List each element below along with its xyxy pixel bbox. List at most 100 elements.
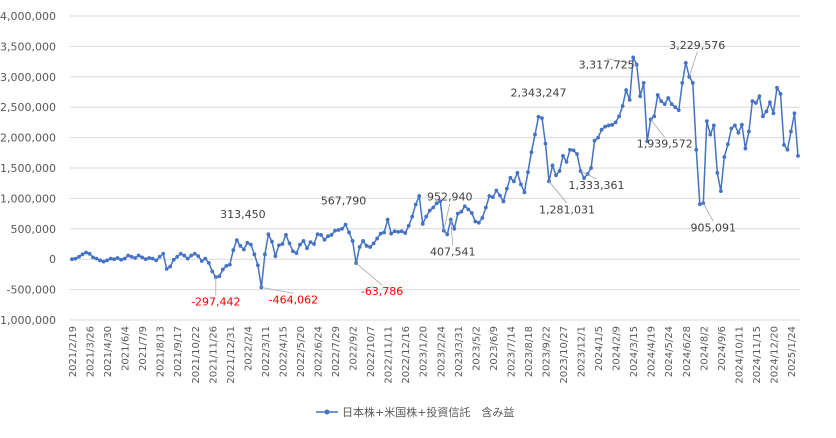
data-point <box>220 267 225 272</box>
data-point <box>550 163 555 168</box>
gridlines <box>70 15 800 321</box>
data-point <box>361 239 366 243</box>
data-point <box>683 60 688 65</box>
x-tick-label: 2022/2/4 <box>243 326 254 371</box>
data-point <box>522 190 527 195</box>
data-point <box>210 269 215 274</box>
data-point <box>557 169 562 173</box>
data-point <box>231 248 236 252</box>
data-point <box>350 239 355 243</box>
x-tick-label: 2021/9/17 <box>173 326 184 377</box>
data-point <box>147 256 152 260</box>
data-point <box>245 240 250 245</box>
x-tick-label: 2024/12/20 <box>769 326 780 384</box>
data-point <box>420 222 425 226</box>
data-point <box>483 205 488 210</box>
data-point <box>347 230 351 235</box>
data-label: 3,317,725 <box>579 59 635 72</box>
x-tick-label: 2024/11/15 <box>752 326 763 384</box>
data-point <box>255 263 260 268</box>
x-tick-label: 2025/1/24 <box>787 326 798 377</box>
y-tick-label: 3,000,000 <box>0 71 56 84</box>
data-point <box>262 252 267 257</box>
legend: 日本株+米国株+投資信託 含み益 <box>316 405 514 419</box>
data-point <box>84 250 88 255</box>
data-point <box>94 256 99 261</box>
data-point <box>501 199 506 204</box>
x-tick-label: 2024/8/2 <box>699 326 710 371</box>
data-point <box>217 274 222 279</box>
data-label: 905,091 <box>691 221 737 234</box>
data-point <box>578 169 583 173</box>
data-point <box>494 188 499 193</box>
data-point <box>343 222 348 227</box>
x-tick-label: 2021/3/26 <box>86 326 97 377</box>
data-point <box>704 119 709 124</box>
data-point <box>469 211 474 215</box>
data-point <box>725 142 730 147</box>
data-label: 2,343,247 <box>510 87 566 100</box>
data-point <box>378 231 383 236</box>
data-point <box>631 55 636 60</box>
data-point <box>206 260 211 265</box>
data-point <box>613 120 618 125</box>
data-point <box>466 207 471 212</box>
data-point <box>298 242 302 247</box>
data-point <box>782 142 786 147</box>
data-point <box>680 80 685 85</box>
x-tick-label: 2023/9/22 <box>541 326 552 377</box>
x-tick-label: 2023/8/18 <box>524 326 535 377</box>
data-point <box>561 153 565 158</box>
data-point <box>736 130 741 135</box>
data-point <box>554 173 558 178</box>
data-point <box>652 114 657 119</box>
data-point <box>252 252 257 257</box>
data-point <box>150 256 155 261</box>
data-point <box>746 129 751 134</box>
data-point <box>87 251 92 256</box>
data-point <box>182 253 187 258</box>
x-tick-label: 2021/4/30 <box>103 326 114 377</box>
y-tick-label: -500,000 <box>7 284 56 297</box>
data-point <box>336 228 341 232</box>
data-label: 1,281,031 <box>539 203 595 216</box>
data-point <box>462 204 467 209</box>
x-tick-label: 2022/11/11 <box>384 326 395 384</box>
leader-line <box>548 181 568 204</box>
data-point <box>164 267 169 271</box>
data-point <box>178 251 183 256</box>
data-point <box>729 126 734 131</box>
data-point <box>140 255 145 260</box>
data-point <box>129 254 134 259</box>
x-tick-label: 2023/1/20 <box>419 326 430 377</box>
data-point <box>599 127 604 132</box>
data-point <box>438 199 443 204</box>
data-point <box>175 254 180 259</box>
data-point <box>771 111 776 116</box>
data-point <box>112 257 116 262</box>
data-label: -464,062 <box>269 293 318 306</box>
data-point <box>203 256 208 261</box>
legend-marker-icon <box>324 409 330 415</box>
data-point <box>101 259 106 264</box>
data-point <box>270 239 274 244</box>
data-point <box>371 241 376 246</box>
data-point <box>711 123 716 128</box>
data-point <box>754 101 758 105</box>
data-point <box>392 229 397 234</box>
data-point <box>476 220 481 225</box>
data-point <box>459 209 464 214</box>
data-point <box>792 111 797 116</box>
data-point <box>399 229 404 234</box>
y-tick-label: 1,500,000 <box>0 162 56 175</box>
data-point <box>284 232 288 237</box>
x-tick-label: 2021/10/22 <box>191 326 202 384</box>
data-point <box>294 251 299 256</box>
x-tick-label: 2023/7/14 <box>506 326 517 377</box>
y-tick-label: 2,000,000 <box>0 132 56 145</box>
data-point <box>196 254 201 259</box>
data-point <box>224 263 229 268</box>
data-point <box>676 108 681 113</box>
data-point <box>234 238 239 243</box>
data-label: 952,940 <box>427 191 473 204</box>
